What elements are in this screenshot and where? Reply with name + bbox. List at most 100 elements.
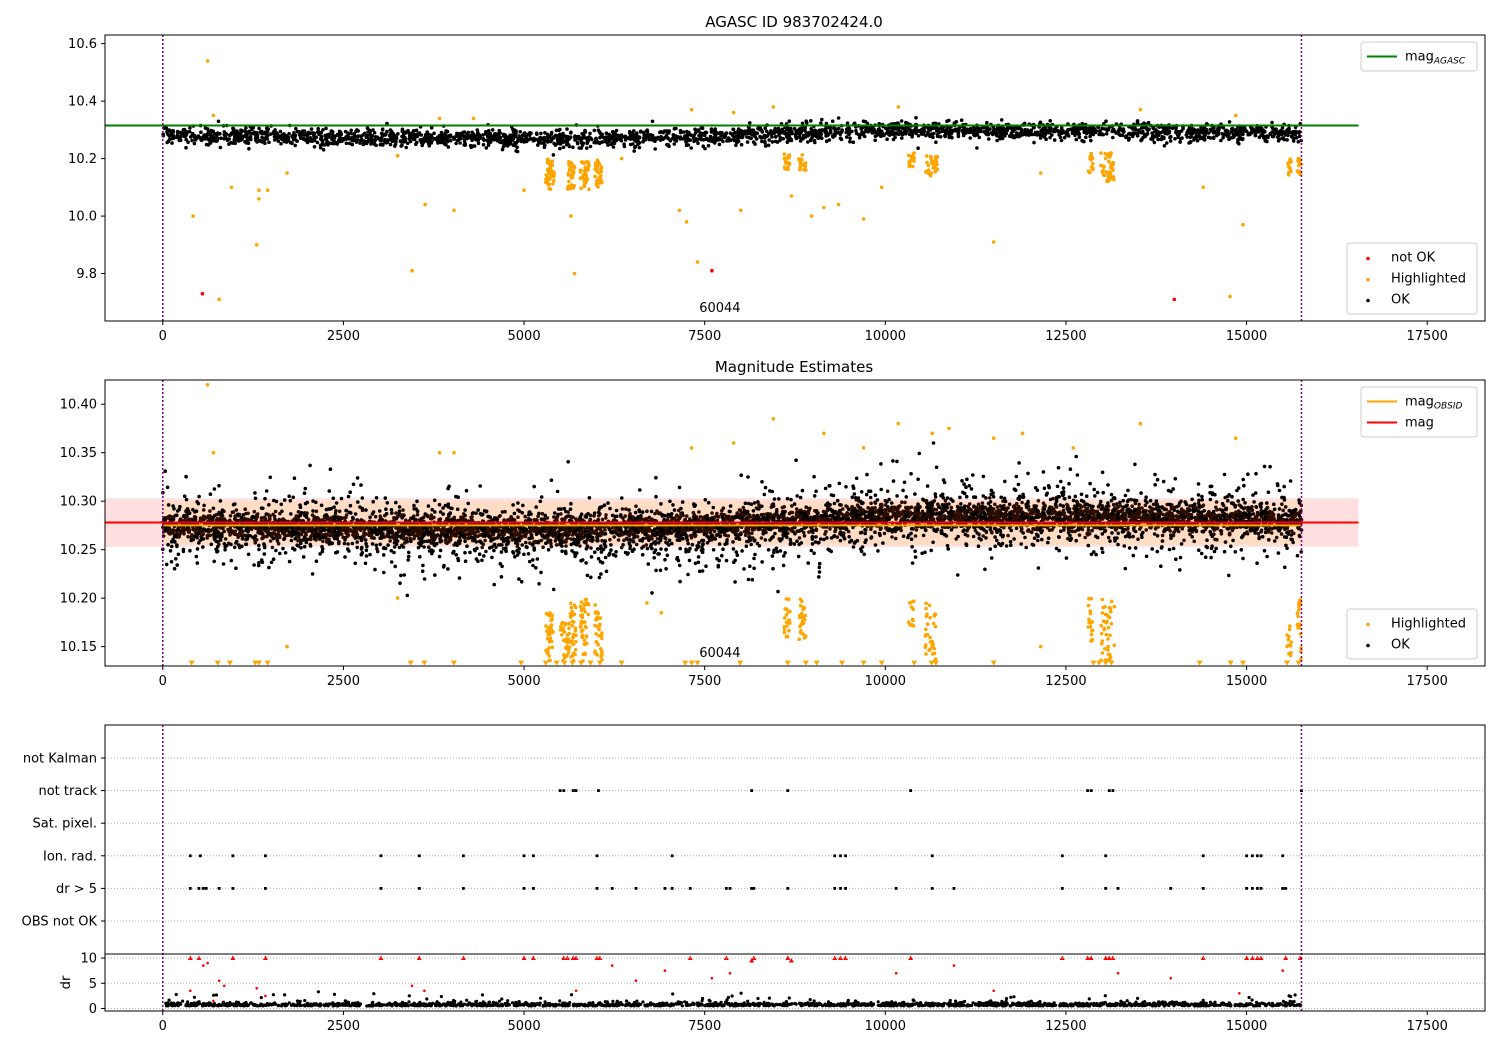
ok-point — [619, 138, 624, 143]
ok-point — [417, 132, 421, 137]
ok-point — [787, 119, 792, 123]
ok-point — [713, 136, 718, 140]
ok-point — [701, 144, 705, 148]
ok-dense--point — [693, 533, 698, 538]
ok-point — [470, 130, 474, 135]
ok-point — [699, 137, 704, 142]
ok-point — [427, 141, 431, 146]
ok-point — [1201, 135, 1206, 139]
ok-point — [592, 128, 597, 133]
ok-point — [315, 130, 320, 134]
ok-point — [315, 140, 320, 145]
ok-point — [497, 139, 502, 144]
ok-point — [167, 134, 172, 138]
ok-point — [1024, 132, 1028, 137]
ok-point — [1189, 140, 1193, 144]
ok-point — [721, 133, 726, 138]
ok-point — [1150, 131, 1154, 135]
ok-dense--point — [1256, 531, 1261, 536]
ok-point — [400, 129, 405, 134]
ok-point — [793, 132, 798, 136]
ok-dense--point — [296, 510, 301, 514]
ok-point — [454, 141, 458, 146]
ok-point — [385, 140, 389, 144]
ok-point — [349, 131, 353, 136]
highlighted-point — [569, 214, 573, 218]
ok-point — [490, 128, 495, 132]
highlighted-clusters--point — [1107, 159, 1111, 164]
ok-point — [599, 134, 603, 139]
ok-point — [552, 135, 556, 139]
ok-point — [178, 130, 182, 135]
ok-point — [1211, 136, 1216, 141]
ok-dense--point — [801, 530, 806, 535]
ok-point — [678, 130, 683, 135]
ok-point — [820, 117, 824, 122]
ok-point — [178, 138, 182, 143]
ok-point — [732, 135, 736, 139]
highlighted-point — [452, 208, 456, 213]
ok-dense--point — [616, 538, 621, 542]
ok-point — [1088, 134, 1092, 139]
ok-point — [257, 126, 261, 131]
ok-point — [274, 136, 279, 140]
ok-point — [320, 140, 325, 145]
y-tick-label: 10.0 — [68, 210, 97, 225]
ok-dense--point — [1196, 515, 1200, 519]
ok-point — [412, 135, 416, 140]
ok-point — [832, 126, 837, 131]
highlighted-clusters--point — [910, 164, 915, 169]
ok-point — [509, 141, 513, 146]
ok-point — [432, 131, 436, 136]
highlighted-point — [861, 217, 866, 221]
ok-point — [614, 128, 619, 133]
ok-dense--point — [375, 549, 380, 554]
highlighted-clusters--point — [1089, 151, 1093, 156]
ok-point — [945, 119, 949, 123]
ok-point — [1143, 134, 1147, 139]
ok-point — [448, 133, 453, 137]
ok-point — [815, 135, 819, 139]
ok-point — [1117, 127, 1122, 131]
ok-point — [989, 131, 994, 135]
ok-point — [747, 135, 751, 140]
ok-point — [476, 141, 481, 146]
ok-dense--point — [1160, 533, 1165, 538]
ok-point — [773, 135, 778, 139]
ok-point — [770, 140, 775, 144]
ok-dense--point — [554, 543, 559, 547]
ok-dense--point — [1176, 529, 1181, 534]
highlighted-point — [991, 240, 996, 244]
ok-point — [698, 131, 703, 135]
ok-point — [338, 135, 342, 140]
legend-label: OK — [1391, 293, 1410, 308]
highlighted-clusters--point — [925, 154, 929, 158]
ok-dense--point — [980, 501, 985, 505]
ok-point — [1058, 135, 1063, 140]
ok-dense--point — [1243, 506, 1247, 510]
ok-point — [206, 130, 211, 134]
ok-point — [634, 134, 638, 138]
highlighted-point — [731, 110, 736, 115]
ok-point — [440, 133, 444, 138]
ok-point — [1127, 136, 1131, 140]
ok-dense--point — [1142, 512, 1147, 517]
ok-point — [1168, 139, 1173, 143]
ok-point — [408, 135, 413, 140]
ok-point — [1098, 131, 1102, 135]
ok-point — [1292, 136, 1296, 140]
ok-point — [981, 125, 986, 130]
ok-point — [503, 136, 508, 140]
ok-point — [1025, 128, 1030, 132]
ok-point — [516, 139, 520, 143]
highlighted-clusters--point — [800, 153, 805, 157]
panel1-annotation: 60044 — [699, 301, 740, 316]
ok-point — [847, 126, 852, 131]
ok-point — [585, 141, 589, 145]
ok-point — [1054, 128, 1059, 133]
ok-dense--point — [221, 527, 225, 531]
ok-point — [190, 138, 194, 143]
ok-point — [1169, 134, 1173, 139]
ok-point — [931, 121, 936, 126]
ok-point — [439, 130, 444, 135]
